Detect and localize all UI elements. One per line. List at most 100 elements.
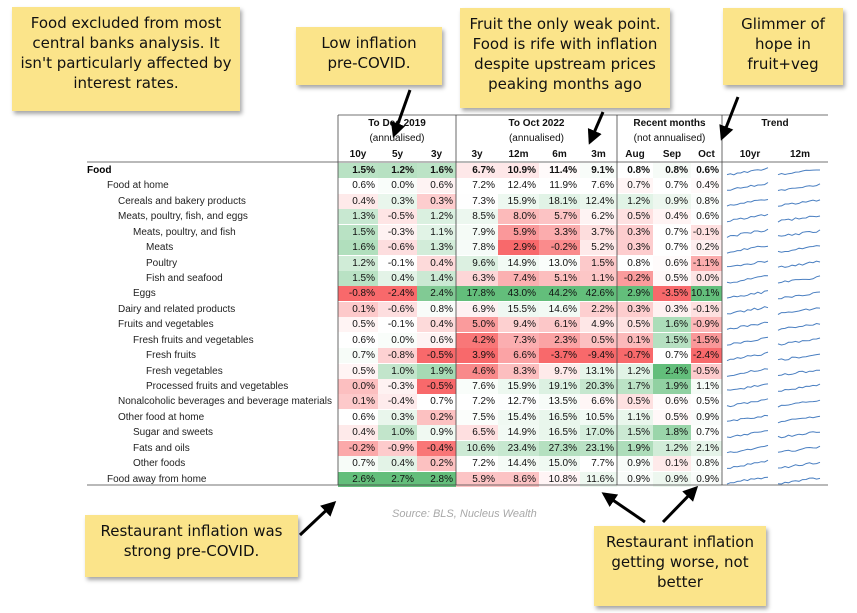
data-cell: 1.2% bbox=[417, 209, 456, 225]
trend-sparkline bbox=[777, 169, 820, 176]
data-cell: 6.9% bbox=[456, 301, 498, 317]
data-cell: 1.5% bbox=[338, 271, 378, 286]
data-cell: 0.5% bbox=[617, 394, 653, 410]
row-label: Poultry bbox=[146, 257, 178, 269]
data-cell: 2.1% bbox=[691, 440, 722, 456]
data-cell: -0.6% bbox=[378, 240, 417, 256]
data-cell: 2.3% bbox=[539, 332, 580, 348]
row-label: Dairy and related products bbox=[118, 303, 236, 315]
data-cell: 0.4% bbox=[417, 317, 456, 333]
trend-sparkline bbox=[726, 213, 769, 223]
data-cell: 0.5% bbox=[617, 209, 653, 225]
trend-sparkline bbox=[777, 445, 821, 453]
data-cell: 16.5% bbox=[539, 425, 580, 441]
data-cell: 7.6% bbox=[580, 178, 617, 194]
data-cell: 0.3% bbox=[617, 240, 653, 256]
data-cell: 1.0% bbox=[378, 363, 417, 379]
column-header: 3m bbox=[591, 149, 606, 160]
data-cell: -1.1% bbox=[691, 255, 722, 271]
data-cell: 0.8% bbox=[653, 163, 691, 178]
data-cell: -0.8% bbox=[338, 286, 378, 302]
trend-sparkline bbox=[726, 290, 769, 299]
trend-sparkline bbox=[726, 306, 769, 315]
data-cell: 14.6% bbox=[539, 301, 580, 317]
data-cell: 2.2% bbox=[580, 301, 617, 317]
data-cell: 15.9% bbox=[498, 193, 539, 209]
data-cell: 17.8% bbox=[456, 286, 498, 302]
data-cell: 0.0% bbox=[691, 271, 722, 286]
column-header: 12m bbox=[789, 149, 810, 160]
row-label: Nonalcoholic beverages and beverage mate… bbox=[118, 396, 333, 408]
data-cell: 3.9% bbox=[456, 348, 498, 364]
trend-sparkline bbox=[777, 307, 821, 315]
trend-sparkline bbox=[777, 291, 821, 300]
data-cell: 6.5% bbox=[456, 425, 498, 441]
data-cell: 1.0% bbox=[378, 425, 417, 441]
data-cell: 1.6% bbox=[338, 240, 378, 256]
trend-sparkline bbox=[777, 353, 821, 361]
arrow-restaurant-strong bbox=[298, 500, 337, 537]
data-cell: 0.5% bbox=[338, 363, 378, 379]
column-header: 10yr bbox=[739, 149, 761, 160]
data-cell: 0.2% bbox=[417, 409, 456, 425]
data-cell: 13.5% bbox=[539, 394, 580, 410]
trend-sparkline bbox=[726, 476, 769, 485]
trend-sparkline bbox=[777, 229, 821, 237]
data-cell: 12.7% bbox=[498, 394, 539, 410]
data-cell: 13.1% bbox=[580, 363, 617, 379]
data-cell: 0.3% bbox=[378, 193, 417, 209]
data-cell: 3.7% bbox=[580, 224, 617, 240]
data-cell: -1.5% bbox=[691, 332, 722, 348]
data-cell: -0.1% bbox=[378, 317, 417, 333]
data-cell: 16.5% bbox=[539, 409, 580, 425]
data-cell: 9.4% bbox=[498, 317, 539, 333]
data-cell: 10.5% bbox=[580, 409, 617, 425]
trend-sparkline bbox=[726, 398, 769, 408]
data-cell: 1.5% bbox=[338, 163, 378, 178]
data-cell: 0.8% bbox=[617, 163, 653, 178]
data-cell: 0.6% bbox=[653, 255, 691, 271]
data-cell: 1.4% bbox=[417, 271, 456, 286]
data-cell: 42.6% bbox=[580, 286, 617, 302]
data-cell: 3.3% bbox=[539, 224, 580, 240]
data-cell: 1.2% bbox=[338, 255, 378, 271]
data-cell: 0.9% bbox=[691, 471, 722, 487]
column-header: Sep bbox=[662, 149, 682, 160]
data-cell: 0.9% bbox=[653, 471, 691, 487]
data-cell: 4.9% bbox=[580, 317, 617, 333]
row-label: Fats and oils bbox=[133, 442, 190, 454]
data-cell: 1.5% bbox=[580, 255, 617, 271]
trend-sparkline bbox=[727, 459, 769, 469]
data-cell: 0.7% bbox=[653, 178, 691, 194]
trend-sparkline bbox=[726, 430, 769, 439]
row-label: Other foods bbox=[133, 458, 186, 470]
row-label: Meats, poultry, fish, and eggs bbox=[118, 211, 248, 223]
data-cell: -0.5% bbox=[691, 363, 722, 379]
data-cell: 0.5% bbox=[653, 409, 691, 425]
data-cell: 4.2% bbox=[456, 332, 498, 348]
data-cell: 1.9% bbox=[417, 363, 456, 379]
trend-sparkline bbox=[726, 275, 769, 284]
data-cell: 2.7% bbox=[378, 471, 417, 487]
data-cell: 0.8% bbox=[417, 301, 456, 317]
data-cell: 6.3% bbox=[456, 271, 498, 286]
note-food-excluded: Food excluded from most central banks an… bbox=[12, 7, 240, 111]
data-cell: 1.5% bbox=[617, 425, 653, 441]
column-header: Oct bbox=[698, 149, 715, 160]
data-cell: 7.2% bbox=[456, 178, 498, 194]
data-cell: 6.7% bbox=[456, 163, 498, 178]
data-cell: 7.6% bbox=[456, 379, 498, 395]
data-cell: -9.4% bbox=[580, 348, 617, 364]
group-title: To Oct 2022 bbox=[508, 118, 565, 129]
data-cell: 9.1% bbox=[580, 163, 617, 178]
data-cell: 0.7% bbox=[338, 456, 378, 472]
data-cell: 6.6% bbox=[580, 394, 617, 410]
group-subtitle: (not annualised) bbox=[633, 133, 706, 144]
data-cell: 0.4% bbox=[378, 271, 417, 286]
data-cell: -3.7% bbox=[539, 348, 580, 364]
group-subtitle: (annualised) bbox=[369, 133, 425, 144]
data-cell: 7.8% bbox=[456, 240, 498, 256]
data-cell: 0.1% bbox=[338, 394, 378, 410]
data-cell: -0.8% bbox=[378, 348, 417, 364]
trend-sparkline bbox=[777, 399, 821, 408]
